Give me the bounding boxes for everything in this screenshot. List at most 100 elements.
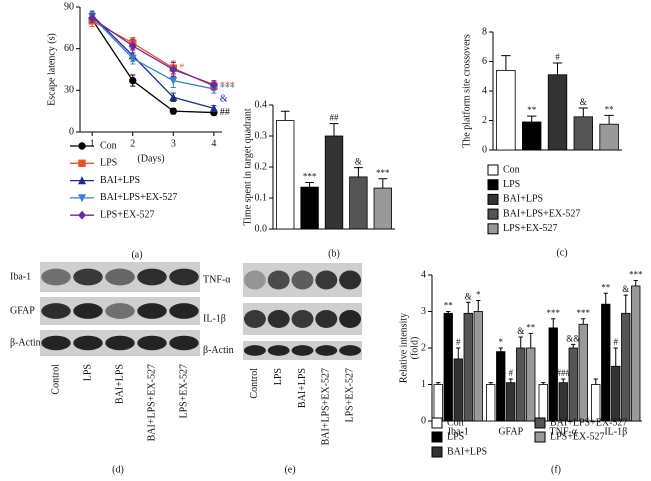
bar (433, 384, 443, 422)
blot-lane-label: Control (50, 364, 61, 395)
error-bar (578, 107, 588, 117)
annotation: ## (220, 107, 230, 118)
error-bar (508, 378, 513, 383)
legend-label: Con (100, 140, 117, 151)
y-tick-label: 0.2 (255, 161, 268, 172)
legend-label: Con (503, 164, 520, 175)
panel-label: (e) (284, 464, 295, 475)
y-tick-label: 8 (482, 26, 487, 37)
blot-band (137, 268, 167, 286)
bar (453, 358, 463, 422)
y-tick-label: 2 (482, 115, 487, 126)
bar (621, 312, 631, 422)
bar (599, 123, 619, 151)
annotation: * (476, 290, 481, 300)
bar (538, 384, 548, 422)
blot-band (243, 345, 266, 356)
legend-label: LPS (503, 179, 520, 190)
marker (129, 76, 137, 85)
legend-swatch (487, 193, 499, 205)
y-tick-label: 60 (64, 43, 74, 54)
error-bar (551, 318, 556, 328)
error-bar (593, 378, 598, 385)
blot-band (73, 268, 103, 286)
blot-band (267, 345, 290, 356)
y-tick-label: 30 (64, 85, 74, 96)
y-axis-label: Escape latency (s) (46, 33, 57, 106)
blot-band (243, 270, 266, 290)
error-bar (280, 110, 290, 121)
y-tick-label: 0.3 (255, 130, 268, 141)
blot-band (73, 303, 103, 319)
blot-lane-label: LPS (273, 368, 284, 385)
blot-lane-label: BAI+LPS+EX-527 (321, 368, 332, 445)
panel-label: (f) (551, 464, 561, 475)
bar (631, 285, 641, 422)
legend-label: LPS (100, 158, 117, 169)
x-axis-label: (Days) (137, 153, 164, 164)
blot-band (41, 335, 71, 351)
annotation: * (179, 62, 184, 73)
annotation: ** (605, 104, 615, 114)
bar (324, 135, 344, 230)
error-bar (466, 301, 471, 314)
annotation: *** (629, 270, 643, 280)
x-tick-label: 2 (130, 138, 135, 149)
error-bar (623, 294, 628, 314)
annotation: & (622, 284, 629, 294)
legend-swatch (534, 417, 546, 429)
legend-label: LPS+EX-527 (550, 431, 605, 442)
series-line (91, 14, 215, 110)
blot-band (169, 268, 199, 286)
y-tick-label: 1 (421, 379, 426, 390)
blot-band (339, 345, 362, 356)
bar (548, 327, 558, 422)
marker (169, 92, 178, 101)
y-axis-label: The platform site crossovers (461, 34, 472, 148)
annotation: & (517, 326, 524, 336)
marker (210, 80, 218, 90)
bar (486, 384, 496, 422)
bar (300, 186, 319, 230)
annotation: ### (557, 368, 571, 378)
series-line (91, 16, 215, 90)
annotation: *** (376, 168, 390, 178)
y-tick-label: 0 (69, 126, 74, 137)
bar (547, 74, 568, 151)
error-bar (633, 279, 638, 286)
x-tick-label: 3 (171, 138, 176, 149)
x-tick-label: GFAP (498, 426, 523, 437)
annotation: # (555, 52, 560, 62)
legend-swatch (431, 446, 443, 458)
blot-lane-label: BAI+LPS+EX-527 (146, 364, 157, 441)
blot-band (105, 335, 135, 351)
marker (209, 104, 218, 113)
blot-lane-label: LPS+EX-527 (178, 364, 189, 419)
marker (169, 65, 178, 74)
blot-band (169, 303, 199, 319)
bar (573, 116, 593, 151)
marker (169, 107, 178, 115)
blot-lane-label: BAI+LPS (114, 364, 125, 404)
annotation: *** (577, 308, 591, 318)
legend-label: Con (447, 417, 464, 428)
marker (88, 13, 97, 23)
legend-label: LPS+EX-527 (503, 223, 558, 234)
bar (443, 312, 453, 422)
error-bar (498, 347, 503, 352)
legend-swatch (431, 431, 443, 443)
legend-swatch (487, 164, 499, 176)
x-tick-label: IL-1β (604, 426, 627, 437)
blot-lane-label: LPS+EX-527 (344, 368, 355, 423)
blot-band (137, 335, 167, 351)
blot-band (339, 270, 362, 290)
error-bar (329, 123, 339, 136)
annotation: & (220, 94, 228, 105)
bar (506, 382, 516, 422)
y-axis-label: Time spent in target quadrant (242, 108, 253, 225)
blot-row-label: TNF-α (203, 274, 231, 285)
annotation: ** (444, 301, 454, 311)
error-bar (603, 292, 608, 305)
error-bar (581, 318, 586, 325)
marker (169, 76, 178, 85)
